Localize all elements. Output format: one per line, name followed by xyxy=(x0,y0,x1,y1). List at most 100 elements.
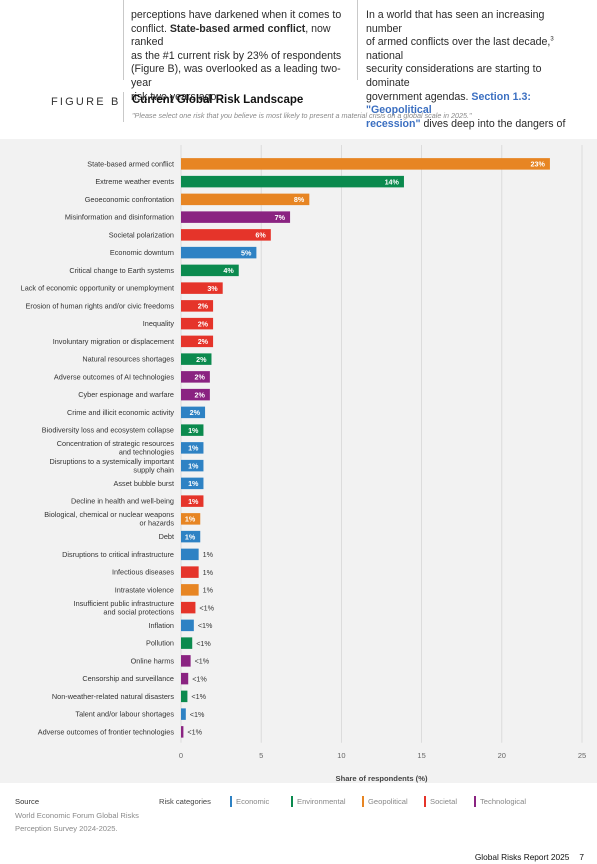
bar xyxy=(181,601,196,614)
bar-value-label: 2% xyxy=(194,390,205,399)
category-label: Societal polarization xyxy=(109,230,174,239)
bar-value-label: 2% xyxy=(194,373,205,382)
report-title: Global Risks Report 2025 xyxy=(474,852,570,862)
category-label: State-based armed conflict xyxy=(87,159,174,168)
text-run: security considerations are starting to … xyxy=(366,63,542,89)
category-label: Extreme weather events xyxy=(95,177,174,186)
bar-value-label: 1% xyxy=(203,550,214,559)
footnote-ref[interactable]: 3 xyxy=(550,36,554,43)
bar-value-label: 4% xyxy=(223,266,234,275)
bar-chart: 23% State-based armed conflict 14% Extreme … xyxy=(21,145,586,783)
bar-value-label: <1% xyxy=(192,674,207,683)
bar xyxy=(181,495,204,507)
bar-value-label: 1% xyxy=(185,515,196,524)
category-label: Biodiversity loss and ecosystem collapse xyxy=(42,426,174,435)
text-run: of armed conflicts over the last decade, xyxy=(366,36,551,49)
bar xyxy=(181,335,214,348)
text-run: government agendas. xyxy=(366,90,472,103)
section-link[interactable]: recession" xyxy=(366,117,421,130)
category-label: Talent and/or labour shortages xyxy=(75,710,174,719)
text-run: In a world that has seen an increasing n… xyxy=(366,9,545,35)
category-label: Asset bubble burst xyxy=(114,479,174,488)
category-label: Concentration of strategic resources xyxy=(57,439,175,448)
x-tick-label: 10 xyxy=(337,751,345,760)
category-label: Biological, chemical or nuclear weapons xyxy=(44,510,174,519)
category-label: Disruptions to a systemically important xyxy=(50,457,175,466)
bar xyxy=(181,477,204,490)
category-label: Lack of economic opportunity or unemploy… xyxy=(21,284,174,293)
bar xyxy=(181,584,199,596)
legend-label: Geopolitical xyxy=(368,797,408,806)
page-footer: Global Risks Report 2025 7 xyxy=(475,852,584,862)
category-label: and social protections xyxy=(103,607,174,616)
legend-swatch xyxy=(424,796,426,807)
bar-value-label: 8% xyxy=(294,195,305,204)
bar-value-label: <1% xyxy=(190,710,205,719)
bar-value-label: <1% xyxy=(198,621,213,630)
legend-item-environmental: Environmental xyxy=(291,796,346,807)
bar-value-label: 7% xyxy=(275,213,286,222)
bar-value-label: 1% xyxy=(188,444,199,453)
bar xyxy=(181,672,189,685)
bar-value-label: 14% xyxy=(385,177,400,186)
chart-panel: 23% State-based armed conflict 14% Extreme … xyxy=(0,139,597,783)
category-label: Economic downturn xyxy=(110,248,174,257)
bar xyxy=(181,619,194,632)
column-divider xyxy=(357,0,358,80)
bar xyxy=(181,282,223,294)
bar-value-label: 2% xyxy=(196,355,207,364)
intro-left-line: (Figure B), was overlooked as a leading … xyxy=(131,63,353,90)
category-label: Adverse outcomes of AI technologies xyxy=(54,372,174,381)
bar xyxy=(181,300,214,312)
bar-value-label: 2% xyxy=(190,408,201,417)
category-label: Decline in health and well-being xyxy=(71,497,174,506)
figure-divider xyxy=(123,92,124,122)
legend-item-geopolitical: Geopolitical xyxy=(362,796,408,807)
bar xyxy=(181,442,204,454)
text-run: national xyxy=(366,49,404,62)
bar xyxy=(181,566,199,578)
bar xyxy=(181,708,186,720)
bar-value-label: 2% xyxy=(198,337,209,346)
bar-value-label: 2% xyxy=(198,302,209,311)
intro-left-line: risk two years ago. xyxy=(131,91,353,105)
emphasis-text: State-based armed conflict xyxy=(169,22,306,35)
legend-swatch xyxy=(474,796,476,807)
text-run: risk two years ago. xyxy=(131,90,220,103)
category-label: Natural resources shortages xyxy=(82,355,174,364)
bar xyxy=(181,655,191,667)
figure-header: FIGURE B Current Global Risk Landscape "… xyxy=(0,92,597,138)
bar-value-label: 1% xyxy=(188,497,199,506)
section-link[interactable]: Section 1.3: "Geopolitical xyxy=(366,90,531,117)
category-label: Misinformation and disinformation xyxy=(65,213,174,222)
category-label: or hazards xyxy=(140,519,175,528)
category-label: Disruptions to critical infrastructure xyxy=(62,550,174,559)
bar xyxy=(181,353,212,365)
bar-value-label: 6% xyxy=(255,231,266,240)
category-label: Intrastate violence xyxy=(115,585,174,594)
legend-swatch xyxy=(362,796,364,807)
source-line: Perception Survey 2024-2025. xyxy=(15,823,118,833)
x-tick-label: 0 xyxy=(179,751,183,760)
intro-right-line: recession" dives deep into the dangers o… xyxy=(366,118,578,132)
x-tick-label: 25 xyxy=(578,751,586,760)
intro-left-line: perceptions have darkened when it comes … xyxy=(131,9,353,23)
bar xyxy=(181,246,257,259)
category-label: Insufficient public infrastructure xyxy=(74,599,174,608)
text-run: , now ranked xyxy=(131,22,331,49)
category-label: Debt xyxy=(159,532,174,541)
category-label: Pollution xyxy=(146,639,174,648)
bar xyxy=(181,158,550,170)
text-run: as the #1 current risk by 23% of respond… xyxy=(131,49,342,62)
category-label: Online harms xyxy=(131,656,175,665)
bar-value-label: <1% xyxy=(195,657,210,666)
category-label: Non-weather-related natural disasters xyxy=(52,692,174,701)
category-label: Involuntary migration or displacement xyxy=(53,337,174,346)
bar xyxy=(181,548,199,561)
category-label: supply chain xyxy=(133,465,174,474)
intro-left-column: perceptions have darkened when it comes … xyxy=(131,9,353,104)
legend-item-societal: Societal xyxy=(424,796,457,807)
bar-value-label: <1% xyxy=(199,603,214,612)
bar xyxy=(181,229,271,241)
bar-value-label: <1% xyxy=(187,728,202,737)
